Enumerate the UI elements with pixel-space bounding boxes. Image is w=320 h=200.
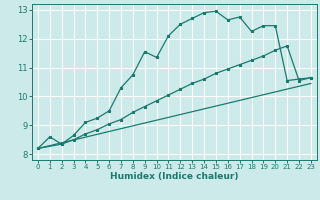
X-axis label: Humidex (Indice chaleur): Humidex (Indice chaleur) (110, 172, 239, 181)
